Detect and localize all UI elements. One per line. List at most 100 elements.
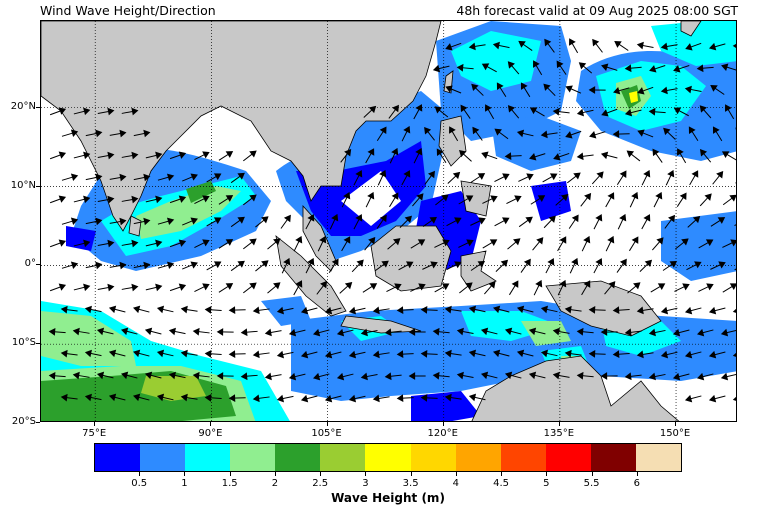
wind-arrow — [639, 259, 653, 272]
wave-map[interactable] — [40, 20, 737, 422]
wind-arrow — [684, 85, 702, 94]
wind-arrow — [363, 105, 377, 118]
wind-arrow — [436, 148, 447, 163]
wind-arrow — [288, 328, 306, 337]
wind-arrow — [675, 238, 689, 250]
wind-arrow — [540, 349, 558, 358]
wind-arrow — [434, 106, 449, 118]
wind-arrow — [96, 327, 114, 336]
wind-arrow — [324, 350, 342, 359]
wind-arrow — [264, 328, 282, 337]
wind-arrow — [520, 258, 531, 273]
wind-arrow — [653, 191, 663, 208]
wind-arrow — [206, 261, 222, 271]
wind-arrow — [685, 42, 702, 51]
wind-arrow — [422, 216, 438, 227]
wind-arrow — [480, 327, 498, 336]
wind-arrow — [280, 214, 291, 229]
wind-arrow — [109, 261, 127, 270]
wind-arrow — [593, 214, 603, 230]
wind-arrow — [377, 169, 387, 186]
wind-arrow — [612, 130, 630, 138]
colorbar-swatch — [275, 444, 321, 471]
colorbar-swatch — [95, 444, 141, 471]
wind-arrow — [588, 86, 606, 94]
wind-arrow — [483, 281, 496, 295]
wind-arrow — [424, 126, 435, 141]
wind-arrow — [518, 216, 533, 228]
wind-arrow — [341, 191, 351, 208]
wind-arrow — [243, 150, 257, 162]
wind-arrow — [228, 350, 246, 358]
wind-arrow — [324, 394, 342, 403]
colorbar-swatch — [635, 444, 682, 471]
wind-arrow — [684, 350, 702, 359]
wind-arrow — [60, 305, 78, 314]
wind-arrow — [544, 38, 555, 53]
lon-label: 75°E — [82, 428, 107, 439]
colorbar-tick-label: 5.5 — [583, 478, 600, 489]
wind-arrow — [255, 216, 269, 228]
wind-arrow — [49, 283, 67, 292]
wind-arrow — [157, 261, 175, 270]
wind-arrow — [569, 257, 579, 274]
wind-arrow — [566, 172, 581, 184]
wind-arrow — [288, 372, 306, 381]
wind-arrow — [674, 283, 690, 292]
wind-arrow — [725, 104, 735, 120]
wind-arrow — [530, 195, 546, 205]
wind-arrow — [240, 372, 258, 381]
wind-arrow — [329, 213, 339, 230]
wind-arrow — [218, 283, 234, 293]
landmass-java — [340, 315, 422, 334]
lat-tick — [36, 185, 40, 187]
wind-arrow — [650, 283, 666, 293]
colorbar-tick-label: 2.5 — [312, 478, 329, 489]
wind-arrow — [504, 371, 522, 380]
wind-arrow — [120, 371, 138, 380]
wind-arrow — [591, 171, 604, 185]
wind-arrow — [624, 372, 642, 381]
wind-arrow — [61, 217, 79, 225]
wind-arrow — [543, 215, 556, 229]
colorbar-swatch — [500, 444, 546, 471]
wind-arrow — [108, 349, 126, 358]
wind-arrow — [328, 258, 339, 273]
colorbar-swatch — [185, 444, 231, 471]
wind-arrow — [636, 306, 654, 315]
wind-arrow — [507, 61, 520, 75]
wind-arrow — [412, 193, 424, 207]
graticule — [41, 21, 736, 421]
wind-arrow — [372, 350, 390, 359]
wind-arrow — [206, 173, 222, 183]
wind-arrow — [552, 107, 570, 116]
wind-arrow — [399, 215, 412, 229]
wind-arrow — [133, 129, 151, 138]
wind-arrow — [576, 327, 594, 336]
wind-arrow — [422, 261, 438, 270]
wind-arrow — [145, 195, 163, 204]
wind-arrow — [696, 328, 714, 337]
wind-arrow — [543, 83, 556, 97]
wind-arrow — [459, 149, 472, 162]
wind-arrow — [446, 261, 462, 271]
wind-arrow — [204, 393, 222, 402]
wind-arrow — [432, 64, 450, 73]
wind-arrow — [73, 239, 91, 248]
wind-arrow — [708, 42, 726, 51]
wind-arrow — [699, 149, 712, 163]
wind-arrow — [492, 41, 510, 50]
wind-arrow — [48, 371, 66, 380]
wind-arrow — [504, 152, 522, 161]
wind-arrow — [49, 151, 67, 160]
wind-arrow — [652, 148, 663, 163]
wind-arrow — [564, 305, 582, 314]
wind-arrow — [376, 214, 387, 229]
wind-arrow — [401, 125, 411, 142]
wind-arrow — [398, 261, 414, 271]
colorbar-tick — [184, 472, 186, 476]
colorbar-tick-label: 6 — [633, 478, 640, 489]
wind-arrow — [293, 235, 303, 252]
wind-arrow — [506, 195, 522, 204]
lat-label: 20°S — [11, 416, 36, 427]
